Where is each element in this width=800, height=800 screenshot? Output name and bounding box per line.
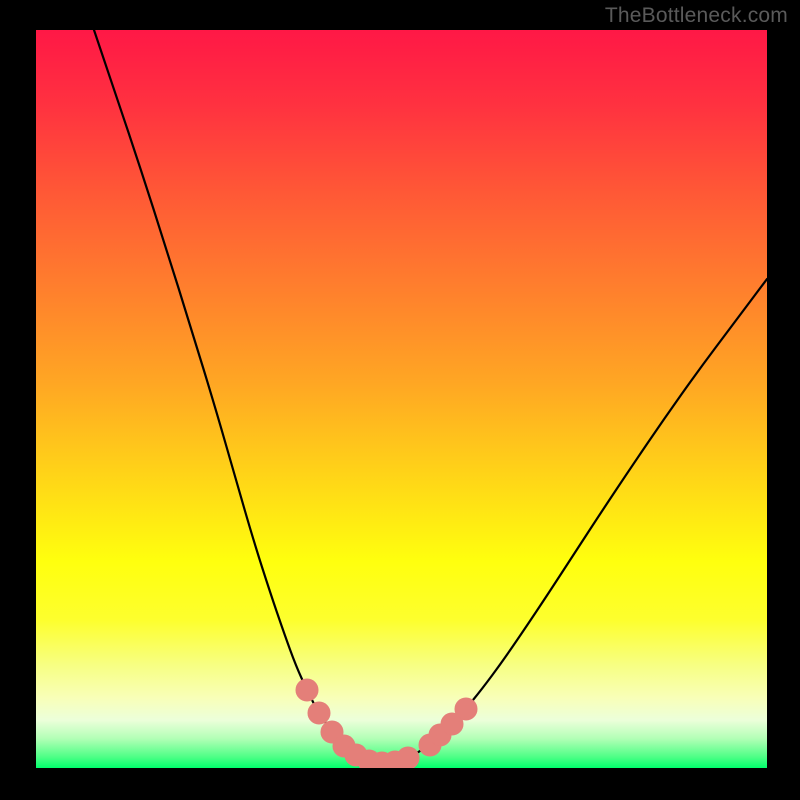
watermark-text: TheBottleneck.com bbox=[605, 4, 788, 28]
data-marker bbox=[455, 698, 477, 720]
plot-area bbox=[36, 30, 767, 768]
marker-group bbox=[296, 679, 477, 768]
data-marker bbox=[397, 747, 419, 768]
bottleneck-curve bbox=[94, 30, 767, 763]
curve-layer bbox=[36, 30, 767, 768]
data-marker bbox=[296, 679, 318, 701]
data-marker bbox=[308, 702, 330, 724]
